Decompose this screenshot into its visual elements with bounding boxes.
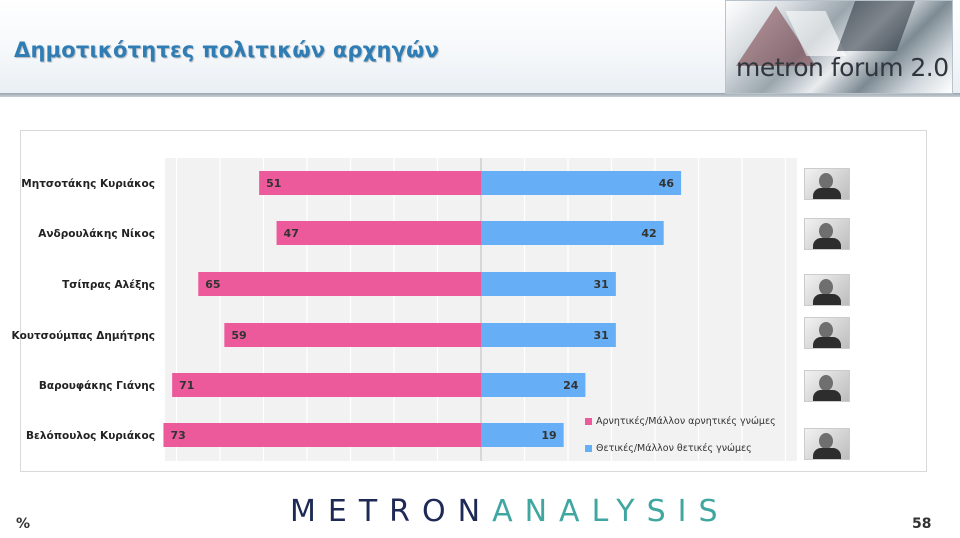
bar-negative [259,171,481,195]
leader-photo-4 [804,317,850,349]
legend-swatch-negative [585,418,592,425]
category-label: Ανδρουλάκης Νίκος [38,228,155,240]
bar-negative [276,221,481,245]
page-number: 58 [912,516,932,532]
unit-label: % [16,516,31,532]
bar-negative [198,272,481,296]
data-label-positive: 19 [541,429,556,442]
data-label-positive: 46 [659,177,675,190]
legend-item-negative: Αρνητικές/Μάλλον αρνητικές γνώμες [585,416,776,427]
data-label-negative: 71 [179,379,194,392]
data-label-positive: 24 [563,379,579,392]
logo-text: metron forum 2.0 [736,53,949,82]
bar-positive [481,272,616,296]
legend-label-negative: Αρνητικές/Μάλλον αρνητικές γνώμες [596,416,776,427]
data-label-negative: 59 [231,329,246,342]
bar-positive [481,221,664,245]
data-label-positive: 31 [594,329,609,342]
metron-forum-logo: metron forum 2.0 [725,0,953,94]
metron-analysis-logo: METRONANALYSIS [290,494,730,529]
bar-positive [481,171,682,195]
data-label-negative: 73 [170,429,185,442]
category-label: Βαρουφάκης Γιάνης [39,380,155,392]
leader-photo-1 [804,168,850,200]
page-title: Δημοτικότητες πολιτικών αρχηγών [14,38,440,62]
data-label-negative: 65 [205,278,220,291]
legend-swatch-positive [585,445,592,452]
data-label-positive: 31 [594,278,609,291]
bar-positive [481,373,586,397]
leader-photo-3 [804,274,850,306]
category-label: Μητσοτάκης Κυριάκος [21,178,155,190]
bar-negative [224,323,481,347]
bar-negative [172,373,481,397]
leader-photo-2 [804,218,850,250]
header-divider [0,93,960,97]
legend-item-positive: Θετικές/Μάλλον θετικές γνώμες [585,443,752,454]
leader-photo-5 [804,370,850,402]
data-label-positive: 42 [641,227,656,240]
legend-label-positive: Θετικές/Μάλλον θετικές γνώμες [596,443,752,454]
data-label-negative: 47 [284,227,299,240]
bar-positive [481,323,616,347]
bar-negative [163,423,481,447]
data-label-negative: 51 [266,177,281,190]
bar-positive [481,423,564,447]
logo-part-metron: METRON [290,494,493,529]
category-label: Τσίπρας Αλέξης [62,279,155,291]
category-label: Βελόπουλος Κυριάκος [26,430,155,442]
logo-part-analysis: ANALYSIS [492,494,730,529]
category-label: Κουτσούμπας Δημήτρης [12,330,155,342]
leader-photo-6 [804,428,850,460]
